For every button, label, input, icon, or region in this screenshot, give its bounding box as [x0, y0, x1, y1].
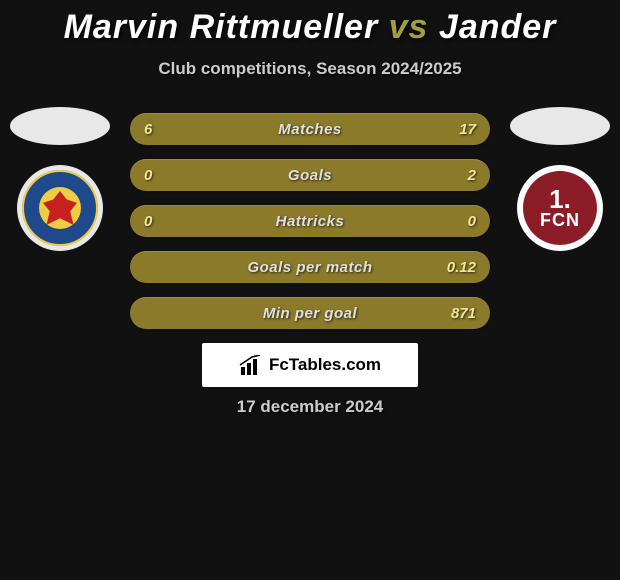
title-vs: vs — [389, 8, 429, 46]
team-left — [10, 107, 110, 251]
footer-logo: FcTables.com — [202, 343, 418, 387]
player-oval-left — [10, 107, 110, 145]
team-right: 1. FCN — [510, 107, 610, 251]
stat-label: Goals — [288, 167, 332, 184]
stat-value-left: 0 — [144, 167, 152, 184]
team-logo-left — [17, 165, 103, 251]
page-title: Marvin Rittmueller vs Jander — [0, 8, 620, 47]
comparison-area: 1. FCN 6 Matches 17 0 Goals 2 0 Hattrick… — [0, 107, 620, 417]
stat-value-left: 0 — [144, 213, 152, 230]
title-player1: Marvin Rittmueller — [64, 8, 379, 46]
stat-label: Hattricks — [276, 213, 345, 230]
player-oval-right — [510, 107, 610, 145]
stat-row: 6 Matches 17 — [130, 113, 490, 145]
stat-row: Min per goal 871 — [130, 297, 490, 329]
comparison-card: Marvin Rittmueller vs Jander Club compet… — [0, 0, 620, 417]
stat-value-right: 2 — [468, 167, 476, 184]
stat-value-right: 0 — [468, 213, 476, 230]
stat-label: Matches — [278, 121, 342, 138]
stat-row: 0 Goals 2 — [130, 159, 490, 191]
stat-value-right: 0.12 — [447, 259, 476, 276]
stat-value-right: 17 — [459, 121, 476, 138]
stat-value-right: 871 — [451, 305, 476, 322]
logo-text-top: 1. — [549, 188, 571, 211]
bar-chart-icon — [239, 355, 263, 375]
team-logo-right: 1. FCN — [517, 165, 603, 251]
logo-text-bottom: FCN — [540, 212, 580, 228]
stats-rows: 6 Matches 17 0 Goals 2 0 Hattricks 0 Goa… — [130, 107, 490, 329]
lion-icon — [43, 191, 77, 225]
subtitle: Club competitions, Season 2024/2025 — [0, 59, 620, 79]
footer-date: 17 december 2024 — [10, 397, 610, 417]
stat-label: Goals per match — [247, 259, 372, 276]
footer-logo-text: FcTables.com — [269, 355, 381, 375]
title-player2: Jander — [439, 8, 557, 46]
stat-row: 0 Hattricks 0 — [130, 205, 490, 237]
stat-row: Goals per match 0.12 — [130, 251, 490, 283]
stat-label: Min per goal — [263, 305, 357, 322]
stat-value-left: 6 — [144, 121, 152, 138]
